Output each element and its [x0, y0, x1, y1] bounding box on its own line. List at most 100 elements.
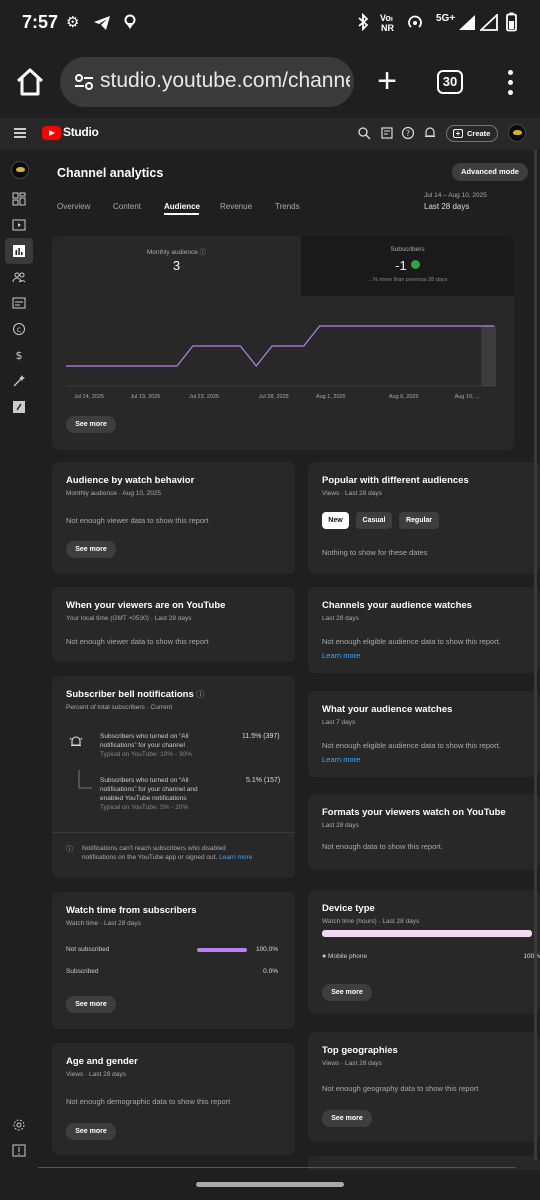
- copyright-icon[interactable]: c: [12, 322, 26, 336]
- watch-time-subscribers-card: Watch time from subscribers Watch time ·…: [52, 892, 295, 1029]
- card-title: Top geographies: [322, 1045, 398, 1056]
- address-bar[interactable]: studio.youtube.com/channel: [60, 57, 354, 107]
- advanced-mode-button[interactable]: Advanced mode: [452, 163, 528, 181]
- search-icon[interactable]: [357, 126, 371, 140]
- device-see-more-button[interactable]: See more: [322, 984, 372, 1001]
- content-icon[interactable]: [12, 218, 26, 232]
- browser-toolbar: studio.youtube.com/channel + 30: [0, 46, 540, 118]
- svg-text:?: ?: [406, 129, 410, 138]
- page-scrollbar[interactable]: [534, 150, 537, 1160]
- watch-time-see-more-button[interactable]: See more: [66, 996, 116, 1013]
- current-period-band: [481, 326, 496, 386]
- page-title: Channel analytics: [57, 166, 164, 180]
- gesture-handle[interactable]: [196, 1182, 344, 1187]
- bell-learn-more-link[interactable]: Learn more: [219, 854, 253, 861]
- card-subtitle: Watch time (hours) · Last 28 days: [322, 918, 420, 925]
- device-row-value: 100%: [523, 953, 540, 960]
- card-subtitle: Last 7 days: [322, 719, 356, 726]
- tab-content[interactable]: Content: [113, 202, 142, 211]
- dashboard-icon[interactable]: [12, 192, 26, 206]
- customization-icon[interactable]: [12, 374, 26, 388]
- feedback-icon[interactable]: [12, 1144, 26, 1158]
- create-label: Create: [467, 129, 491, 138]
- card-subtitle: Views · Last 28 days: [322, 490, 382, 497]
- home-icon[interactable]: [12, 64, 48, 100]
- x-tick-label: Aug 6, 2025: [389, 394, 419, 400]
- card-title: Watch time from subscribers: [66, 905, 197, 916]
- card-title: What your audience watches: [322, 704, 453, 715]
- row-label-not-subscribed: Not subscribed: [66, 946, 110, 953]
- telegram-icon: [94, 16, 110, 30]
- card-message: Not enough demographic data to show this…: [66, 1097, 231, 1106]
- menu-icon[interactable]: [14, 128, 26, 138]
- popular-audiences-card: Popular with different audiences Views ·…: [308, 462, 540, 574]
- tab-audience[interactable]: Audience: [164, 202, 201, 211]
- trend-up-icon: [410, 260, 420, 269]
- connector-line: [78, 770, 92, 789]
- geo-see-more-button[interactable]: See more: [322, 1110, 372, 1127]
- info-icon: ⓘ: [196, 690, 205, 699]
- subtitles-icon[interactable]: [12, 296, 26, 310]
- monthly-audience-value: 3: [172, 258, 181, 273]
- community-icon[interactable]: [12, 270, 26, 284]
- date-range-label[interactable]: Last 28 days: [424, 202, 470, 211]
- youtube-logo-icon[interactable]: [42, 126, 61, 140]
- browser-menu-icon[interactable]: [500, 68, 520, 98]
- notifications-icon[interactable]: [423, 126, 437, 140]
- channels-audience-watches-card: Channels your audience watches Last 28 d…: [308, 587, 540, 673]
- subscribers-note: …% more than previous 28 days: [367, 277, 448, 283]
- card-subtitle: Watch time · Last 28 days: [66, 920, 141, 927]
- date-range[interactable]: Jul 14 – Aug 10, 2025: [424, 192, 487, 199]
- studio-logo-text[interactable]: Studio: [63, 125, 99, 139]
- earn-icon[interactable]: $: [12, 348, 26, 362]
- signal-2-icon: [480, 14, 498, 31]
- status-bar: 7:57 ⚙ Voₗ NR 5G+: [0, 0, 540, 46]
- x-tick-label: Aug 1, 2025: [316, 394, 346, 400]
- url-text[interactable]: studio.youtube.com/channel: [100, 69, 350, 92]
- analytics-main: Channel analytics Advanced mode Overview…: [38, 150, 540, 1170]
- account-avatar[interactable]: [508, 124, 526, 142]
- svg-text:$: $: [16, 349, 23, 362]
- settings-gear-icon: ⚙: [66, 14, 80, 31]
- site-settings-icon[interactable]: [74, 72, 94, 92]
- location-icon: [124, 14, 136, 29]
- watch-behavior-see-more-button[interactable]: See more: [66, 541, 116, 558]
- subscribers-metric[interactable]: Subscribers -1 …% more than previous 28 …: [301, 236, 514, 296]
- age-gender-see-more-button[interactable]: See more: [66, 1123, 116, 1140]
- overview-see-more-button[interactable]: See more: [66, 416, 116, 433]
- bell-notifications-card: Subscriber bell notifications ⓘ Percent …: [52, 676, 295, 878]
- card-message: Not enough data to show this report.: [322, 842, 443, 851]
- tab-revenue[interactable]: Revenue: [220, 202, 253, 211]
- channel-avatar[interactable]: [11, 161, 29, 179]
- x-tick-label: Jul 23, 2025: [189, 394, 219, 400]
- card-subtitle: Views · Last 28 days: [66, 1071, 126, 1078]
- chip-regular[interactable]: Regular: [399, 512, 439, 529]
- captions-icon[interactable]: [380, 126, 394, 140]
- battery-icon: [506, 12, 517, 32]
- card-title: Device type: [322, 903, 375, 914]
- help-icon[interactable]: ?: [401, 126, 415, 140]
- tab-trends[interactable]: Trends: [275, 202, 300, 211]
- settings-icon[interactable]: [12, 1118, 26, 1132]
- learn-more-link[interactable]: Learn more: [322, 755, 361, 764]
- card-subtitle: Your local time (GMT +0530) · Last 28 da…: [66, 615, 192, 622]
- monthly-audience-metric[interactable]: Monthly audience ⓘ 3: [52, 236, 301, 296]
- new-tab-button[interactable]: +: [377, 62, 397, 100]
- card-title: Age and gender: [66, 1056, 138, 1067]
- device-bar-mobile: [322, 930, 532, 937]
- tab-switcher-button[interactable]: 30: [437, 70, 463, 94]
- x-tick-label: Jul 14, 2025: [74, 394, 104, 400]
- audience-series-line: [66, 325, 494, 367]
- top-geographies-card: Top geographies Views · Last 28 days Not…: [308, 1032, 540, 1142]
- analytics-icon[interactable]: [12, 244, 26, 258]
- tab-overview[interactable]: Overview: [57, 202, 91, 211]
- bell-row1-value: 11.5% (397): [242, 733, 280, 740]
- chip-new[interactable]: New: [322, 512, 349, 529]
- hotspot-icon: [408, 15, 422, 28]
- learn-more-link[interactable]: Learn more: [322, 651, 361, 660]
- audio-library-icon[interactable]: [12, 400, 26, 414]
- create-button[interactable]: + Create: [446, 125, 498, 142]
- chip-casual[interactable]: Casual: [356, 512, 392, 529]
- x-tick-label: Jul 19, 2025: [130, 394, 160, 400]
